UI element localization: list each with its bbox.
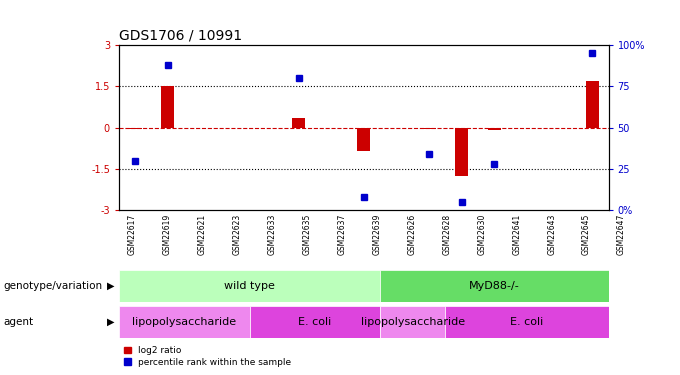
Text: ▶: ▶: [107, 316, 114, 327]
Text: lipopolysaccharide: lipopolysaccharide: [360, 316, 465, 327]
Bar: [161, 86, 175, 128]
Text: E. coli: E. coli: [511, 316, 543, 327]
Text: ▶: ▶: [107, 281, 114, 291]
Text: GSM22639: GSM22639: [372, 214, 381, 255]
Text: GSM22626: GSM22626: [407, 214, 416, 255]
Legend: log2 ratio, percentile rank within the sample: log2 ratio, percentile rank within the s…: [124, 346, 291, 367]
Text: GSM22630: GSM22630: [477, 214, 486, 255]
Text: MyD88-/-: MyD88-/-: [469, 281, 520, 291]
Text: GSM22621: GSM22621: [197, 214, 207, 255]
Bar: [292, 118, 305, 128]
Text: genotype/variation: genotype/variation: [3, 281, 103, 291]
Text: agent: agent: [3, 316, 33, 327]
Text: GSM22635: GSM22635: [303, 214, 311, 255]
Text: GSM22647: GSM22647: [617, 214, 626, 255]
Bar: [488, 128, 501, 130]
Bar: [455, 128, 469, 176]
Text: GSM22623: GSM22623: [233, 214, 241, 255]
Bar: [119, 270, 380, 302]
Text: GSM22643: GSM22643: [547, 214, 556, 255]
Text: GDS1706 / 10991: GDS1706 / 10991: [119, 28, 242, 42]
Bar: [357, 128, 371, 151]
Bar: [380, 306, 445, 338]
Bar: [129, 128, 142, 129]
Text: E. coli: E. coli: [299, 316, 331, 327]
Bar: [250, 306, 380, 338]
Bar: [422, 128, 436, 129]
Bar: [585, 81, 599, 128]
Bar: [445, 306, 609, 338]
Bar: [119, 306, 250, 338]
Text: GSM22619: GSM22619: [163, 214, 171, 255]
Bar: [380, 270, 609, 302]
Text: wild type: wild type: [224, 281, 275, 291]
Text: lipopolysaccharide: lipopolysaccharide: [132, 316, 237, 327]
Text: GSM22637: GSM22637: [337, 214, 346, 255]
Text: GSM22641: GSM22641: [512, 214, 521, 255]
Text: GSM22633: GSM22633: [267, 214, 276, 255]
Text: GSM22628: GSM22628: [442, 214, 452, 255]
Text: GSM22645: GSM22645: [582, 214, 591, 255]
Text: GSM22617: GSM22617: [127, 214, 137, 255]
